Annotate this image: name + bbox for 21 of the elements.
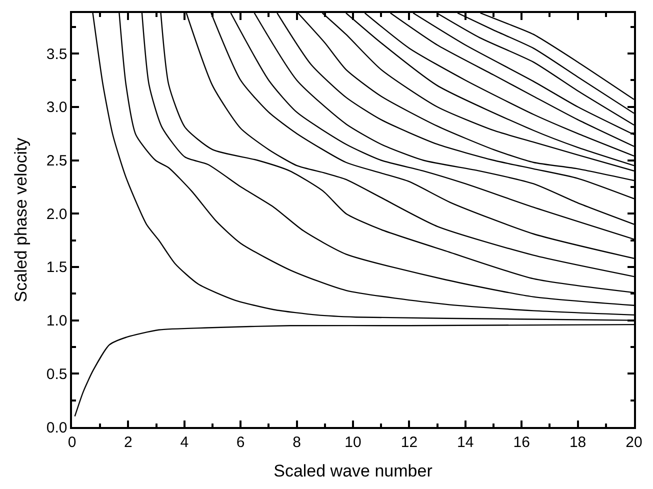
x-tick-label: 4 [180,434,189,451]
x-tick-label: 20 [626,434,642,451]
x-tick-label: 0 [68,434,76,451]
x-tick-label: 8 [292,434,301,451]
y-tick-label: 3.0 [46,99,68,116]
x-tick-label: 6 [236,434,245,451]
x-tick-label: 10 [344,434,362,451]
x-tick-label: 16 [513,434,530,451]
y-axis-title: Scaled phase velocity [11,137,30,302]
y-tick-label: 0.5 [46,366,68,383]
y-tick-label: 2.0 [46,206,68,223]
y-tick-label: 0.0 [46,419,68,436]
y-tick-label: 2.5 [46,152,68,170]
x-tick-label: 18 [569,434,586,451]
y-tick-label: 1.5 [46,259,68,276]
y-tick-label: 3.5 [46,46,68,63]
x-tick-label: 14 [457,434,474,451]
x-tick-label: 2 [124,434,132,451]
y-tick-label: 1.0 [46,312,68,330]
x-tick-label: 12 [400,434,418,451]
x-axis-title: Scaled wave number [274,462,433,481]
